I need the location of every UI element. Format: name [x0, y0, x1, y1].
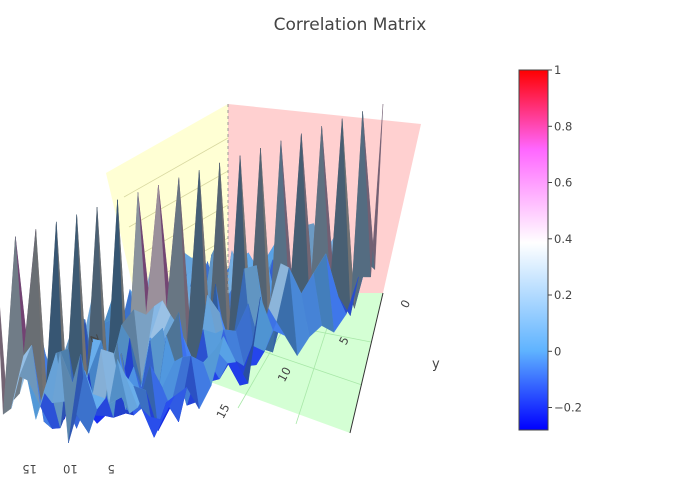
colorbar-tick-label: 0.8 [554, 119, 572, 133]
colorbar-tick-label: 0.2 [554, 288, 572, 302]
colorbar-tick-label: 1 [554, 63, 561, 77]
correlation-surface[interactable] [0, 103, 384, 444]
x-axis-ticks: 5 10 15 [22, 462, 115, 476]
x-tick-label: 5 [108, 462, 115, 476]
x-tick-label: 10 [63, 462, 78, 476]
y-tick-label: 15 [213, 401, 232, 420]
y-axis-label: y [432, 357, 440, 372]
surface-cell[interactable] [141, 408, 163, 438]
colorbar-tick-label: 0.4 [554, 232, 572, 246]
y-tick-label: 0 [397, 297, 413, 310]
z-axis-label: z [86, 332, 102, 344]
colorbar-tick-label: 0.6 [554, 176, 572, 190]
colorbar-tick-label: −0.2 [554, 401, 582, 415]
colorbar-ticks: 1 0.8 0.6 0.4 0.2 0 −0.2 [548, 63, 582, 415]
colorbar [518, 69, 549, 431]
front-edge [349, 292, 384, 434]
colorbar-tick-label: 0 [554, 344, 561, 358]
chart-title: Correlation Matrix [274, 15, 427, 35]
y-tick-label: 10 [275, 365, 294, 384]
x-tick-label: 15 [22, 462, 37, 476]
